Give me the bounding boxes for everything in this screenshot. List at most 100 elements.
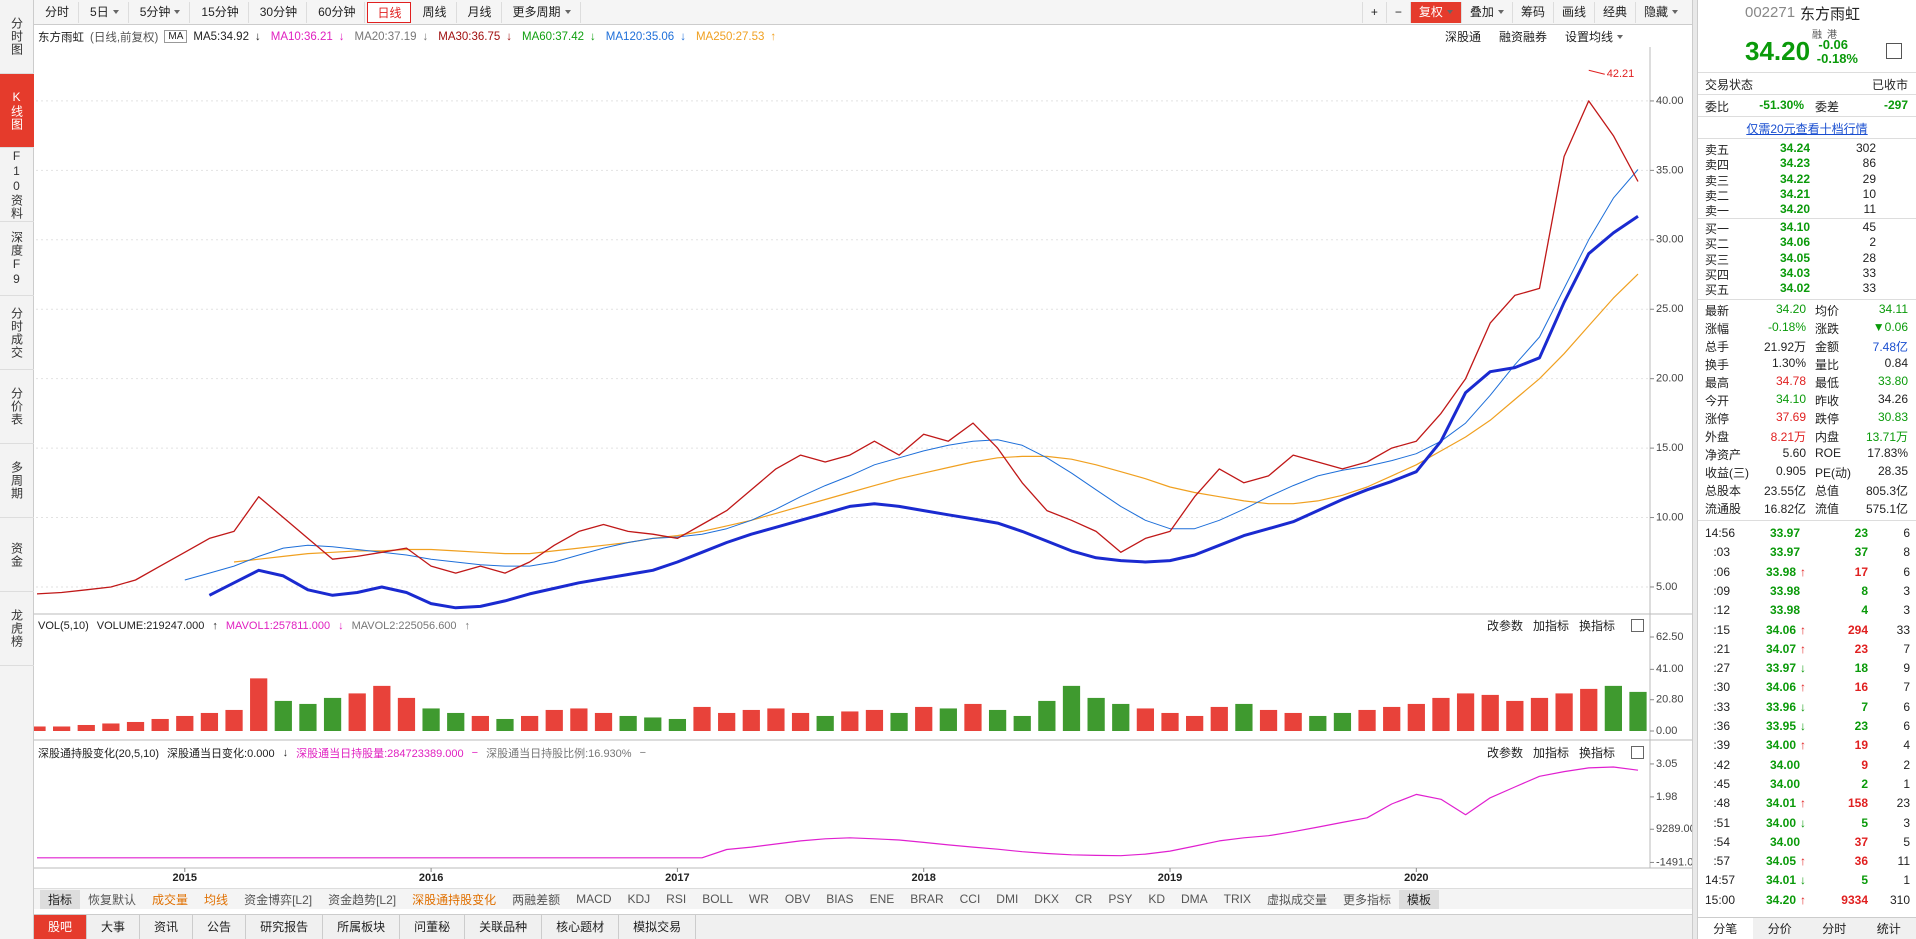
trade-volume: 19 xyxy=(1854,738,1868,753)
indicator-tab[interactable]: RSI xyxy=(666,892,687,906)
indicator-tab[interactable]: 资金博弈[L2] xyxy=(244,892,313,907)
indicator-tab[interactable]: WR xyxy=(748,892,769,906)
period-button[interactable]: 周线 xyxy=(413,2,457,23)
period-button[interactable]: 日线 xyxy=(367,2,412,23)
indicator-tab[interactable]: DKX xyxy=(1034,892,1059,906)
tool-button[interactable]: + xyxy=(1361,2,1386,23)
indicator-tab[interactable]: 深股通持股变化 xyxy=(412,892,497,907)
indicator-tab[interactable]: 指标 xyxy=(40,889,81,909)
panel-action[interactable]: 改参数 xyxy=(1486,746,1523,760)
nav-item[interactable]: F10资料 xyxy=(0,148,34,222)
ma-arrow: ↓ xyxy=(680,30,686,43)
indicator-tab[interactable]: 虚拟成交量 xyxy=(1267,892,1328,907)
nav-item[interactable]: 深度F9 xyxy=(0,222,34,296)
indicator-tab[interactable]: PSY xyxy=(1108,892,1133,906)
indicator-tab[interactable]: BOLL xyxy=(702,892,733,906)
stat-label: 涨停 xyxy=(1705,412,1730,426)
nav-item[interactable]: 分时图 xyxy=(0,0,34,74)
chart-option[interactable]: 设置均线 xyxy=(1565,28,1623,45)
tool-button[interactable]: 复权 xyxy=(1409,2,1461,23)
stat-value: 0.84 xyxy=(1884,356,1908,370)
indicator-tab[interactable]: BRAR xyxy=(910,892,944,906)
indicator-tab[interactable]: 均线 xyxy=(204,892,229,907)
bottom-tab[interactable]: 研究报告 xyxy=(246,914,324,939)
bottom-tab[interactable]: 大事 xyxy=(87,914,141,939)
trade-count: 3 xyxy=(1903,815,1910,830)
stat-value: 1.30% xyxy=(1771,356,1806,370)
nav-item[interactable]: K线图 xyxy=(0,74,34,148)
indicator-tab[interactable]: DMA xyxy=(1181,892,1208,906)
indicator-tab[interactable]: 恢复默认 xyxy=(88,892,137,907)
book-volume: 2 xyxy=(1869,235,1876,250)
add-watch[interactable] xyxy=(1886,43,1902,59)
stat-value: 33.80 xyxy=(1877,374,1908,388)
indicator-tab[interactable]: DMI xyxy=(996,892,1019,906)
indicator-tab[interactable]: BIAS xyxy=(826,892,854,906)
panel-action[interactable]: 换指标 xyxy=(1578,746,1615,760)
trade-time: :36 xyxy=(1713,719,1730,733)
panel-action[interactable]: 加指标 xyxy=(1532,619,1569,633)
indicator-tab[interactable]: 成交量 xyxy=(152,892,189,907)
tool-button[interactable]: − xyxy=(1385,2,1410,23)
quote-tab[interactable]: 分时 xyxy=(1822,921,1847,936)
nav-item[interactable]: 分价表 xyxy=(0,370,34,444)
indicator-tab[interactable]: TRIX xyxy=(1223,892,1252,906)
quote-tab[interactable]: 分价 xyxy=(1767,921,1792,936)
period-button[interactable]: 更多周期 xyxy=(504,2,581,23)
period-button[interactable]: 15分钟 xyxy=(192,2,249,23)
period-button[interactable]: 30分钟 xyxy=(251,2,308,23)
indicator-tab[interactable]: 更多指标 xyxy=(1343,892,1392,907)
bottom-tab[interactable]: 核心题材 xyxy=(542,914,620,939)
quote-tab[interactable]: 统计 xyxy=(1876,921,1901,936)
panel-action[interactable]: 改参数 xyxy=(1486,619,1523,633)
chart-option[interactable]: 融资融券 xyxy=(1499,30,1548,44)
tool-button[interactable]: 画线 xyxy=(1552,2,1594,23)
bottom-tab[interactable]: 关联品种 xyxy=(465,914,543,939)
ma-arrow: ↓ xyxy=(506,30,513,43)
indicator-arrow: ↓ xyxy=(282,746,289,759)
indicator-tab[interactable]: OBV xyxy=(784,892,811,906)
close-box[interactable] xyxy=(1631,619,1644,632)
indicator-tab[interactable]: 资金趋势[L2] xyxy=(328,892,397,907)
quote-tab[interactable]: 分笔 xyxy=(1698,917,1753,939)
panel-action[interactable]: 换指标 xyxy=(1578,619,1615,633)
tool-button[interactable]: 筹码 xyxy=(1511,2,1553,23)
nav-item[interactable]: 多周期 xyxy=(0,444,34,518)
period-button[interactable]: 月线 xyxy=(459,2,502,23)
price-change: -0.06 xyxy=(1818,37,1848,52)
bottom-tab[interactable]: 公告 xyxy=(193,914,247,939)
trade-price: 34.00 xyxy=(1769,834,1800,849)
tool-button[interactable]: 隐藏 xyxy=(1634,2,1686,23)
period-button[interactable]: 5日 xyxy=(81,2,129,23)
period-button[interactable]: 分时 xyxy=(36,2,80,23)
indicator-tab[interactable]: CCI xyxy=(959,892,981,906)
trade-count: 4 xyxy=(1903,738,1910,753)
nav-item[interactable]: 分时成交 xyxy=(0,296,34,370)
ma-value: MA30:36.75 xyxy=(438,30,501,43)
nav-item[interactable]: 资金 xyxy=(0,518,34,592)
period-button[interactable]: 60分钟 xyxy=(309,2,366,23)
indicator-tab[interactable]: 模板 xyxy=(1399,889,1440,909)
indicator-tab[interactable]: 两融差额 xyxy=(512,892,561,907)
indicator-tab[interactable]: KDJ xyxy=(627,892,651,906)
bottom-tab[interactable]: 模拟交易 xyxy=(619,914,697,939)
stat-label: 总值 xyxy=(1815,484,1840,498)
indicator-tab[interactable]: KD xyxy=(1148,892,1165,906)
bottom-tab[interactable]: 所属板块 xyxy=(323,914,401,939)
level2-link[interactable]: 仅需20元查看十档行情 xyxy=(1746,122,1868,136)
bottom-tab[interactable]: 股吧 xyxy=(34,914,88,939)
period-button[interactable]: 5分钟 xyxy=(131,2,191,23)
close-box[interactable] xyxy=(1631,746,1644,759)
quote-label: 委比 xyxy=(1705,100,1730,114)
chart-option[interactable]: 深股通 xyxy=(1445,30,1482,44)
indicator-tab[interactable]: ENE xyxy=(869,892,895,906)
indicator-tab[interactable]: MACD xyxy=(576,892,612,906)
tool-button[interactable]: 叠加 xyxy=(1460,2,1512,23)
bottom-tab[interactable]: 资讯 xyxy=(140,914,194,939)
tool-button[interactable]: 经典 xyxy=(1593,2,1635,23)
y-tick-label: 20.80 xyxy=(1656,694,1684,706)
panel-action[interactable]: 加指标 xyxy=(1532,746,1569,760)
nav-item[interactable]: 龙虎榜 xyxy=(0,592,34,666)
bottom-tab[interactable]: 问董秘 xyxy=(400,914,466,939)
indicator-tab[interactable]: CR xyxy=(1074,892,1093,906)
